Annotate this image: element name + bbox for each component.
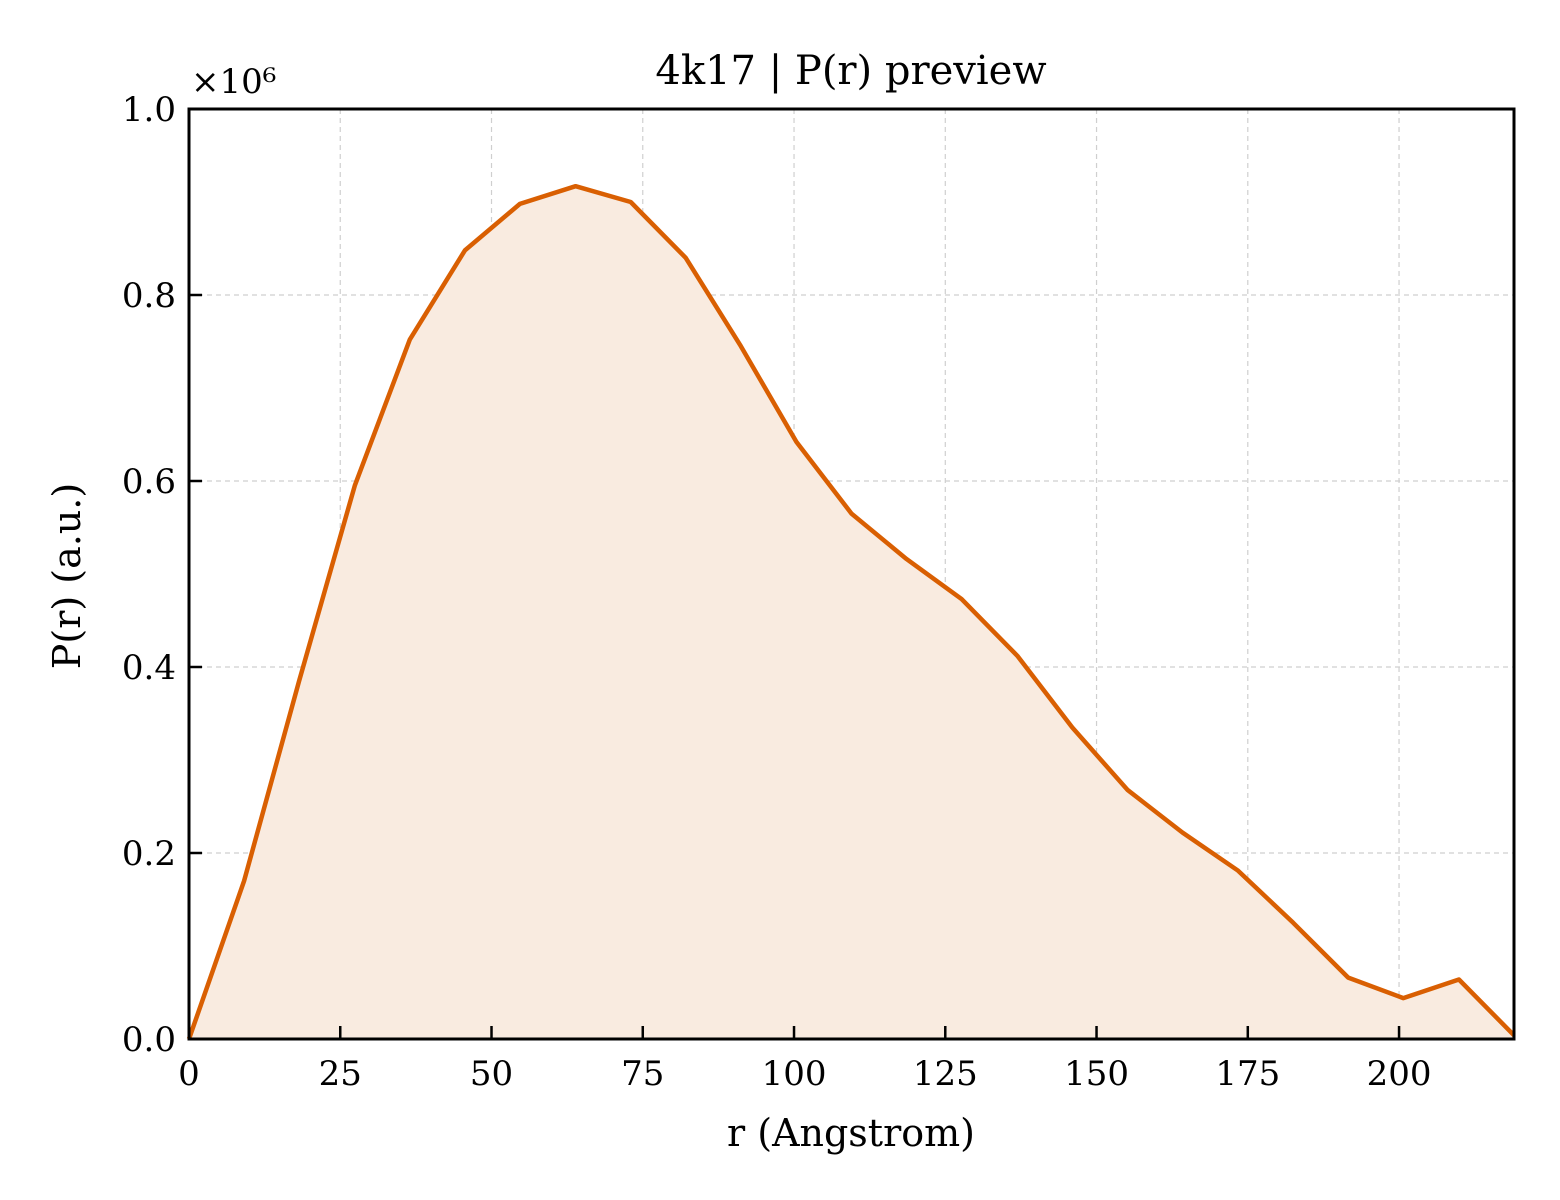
y-axis-label: P(r) (a.u.)	[45, 483, 89, 669]
x-tick-label: 50	[470, 1054, 513, 1094]
x-tick-label: 0	[178, 1054, 200, 1094]
y-tick-label: 0.0	[122, 1020, 176, 1060]
x-tick-label: 125	[913, 1054, 978, 1094]
y-tick-label: 0.6	[122, 462, 176, 502]
x-tick-label: 200	[1367, 1054, 1432, 1094]
x-tick-label: 75	[621, 1054, 664, 1094]
y-tick-label: 0.2	[122, 834, 176, 874]
x-tick-label: 150	[1064, 1054, 1129, 1094]
y-offset-label: ×10⁶	[191, 62, 276, 102]
x-tick-label: 100	[762, 1054, 827, 1094]
pr-series-line	[186, 183, 1516, 1040]
y-tick-label: 1.0	[122, 90, 176, 130]
y-tick-label: 0.4	[122, 648, 176, 688]
chart-title: 4k17 | P(r) preview	[655, 48, 1046, 94]
pr-area-fill	[189, 186, 1514, 1039]
x-tick-label: 25	[319, 1054, 362, 1094]
x-axis-label: r (Angstrom)	[727, 1111, 975, 1155]
x-tick-label: 175	[1215, 1054, 1280, 1094]
axis-ticks: 0 25 50 75 100 125 150 175 200 0.0 0.2 0.4 0.6 0.8 1.0	[122, 90, 1432, 1094]
plot-frame	[187, 107, 1516, 1041]
y-tick-label: 0.8	[122, 276, 176, 316]
